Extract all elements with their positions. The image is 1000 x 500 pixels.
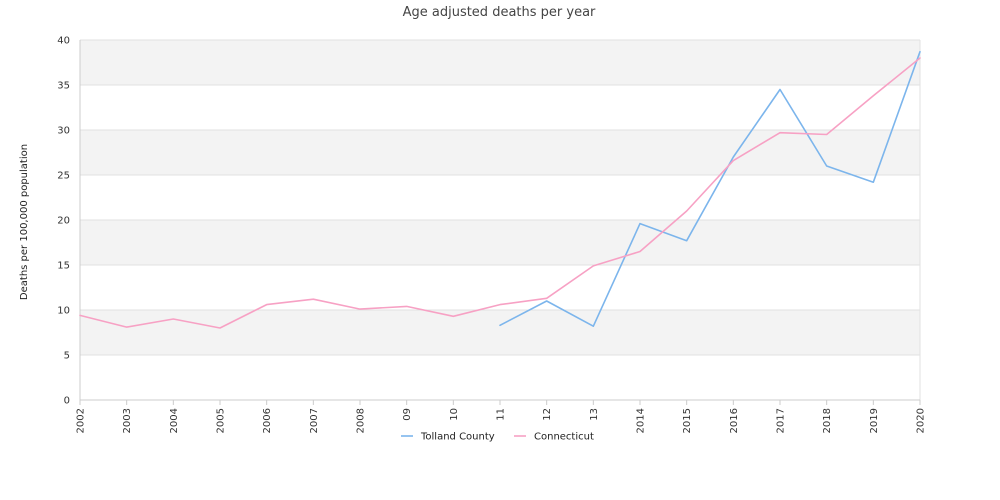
x-tick-label: 09 (402, 408, 413, 421)
series-lines (79, 50, 921, 329)
y-tick-label: 40 (57, 36, 70, 47)
grid-bands (80, 40, 920, 355)
series-line-connecticut (79, 57, 921, 329)
x-tick-label: 10 (449, 408, 460, 421)
chart-title: Age adjusted deaths per year (403, 5, 596, 20)
x-tick-label: 2017 (776, 408, 787, 433)
y-tick-label: 20 (57, 216, 70, 227)
x-tick-label: 2019 (869, 408, 880, 433)
x-tick-label: 2002 (76, 408, 87, 433)
legend: Tolland County Connecticut (401, 432, 594, 443)
x-tick-label: 13 (589, 408, 600, 421)
legend-item[interactable]: Tolland County (401, 432, 495, 443)
y-tick-label: 25 (57, 171, 70, 182)
x-tick-label: 2015 (682, 408, 693, 433)
y-axis-label: Deaths per 100,000 population (19, 144, 30, 300)
x-tick-label: 2004 (169, 408, 180, 433)
legend-label: Connecticut (534, 432, 594, 443)
series-line-tolland-county (499, 50, 921, 327)
x-tick-label: 2020 (916, 408, 927, 433)
x-tick-label: 2014 (636, 408, 647, 433)
grid-band (80, 130, 920, 175)
y-tick-label: 35 (57, 81, 70, 92)
x-tick-label: 2007 (309, 408, 320, 433)
grid-band (80, 310, 920, 355)
x-tick-label: 2016 (729, 408, 740, 433)
x-tick-label: 2018 (822, 408, 833, 433)
x-tick-label: 12 (542, 408, 553, 421)
x-tick-label: 2006 (262, 408, 273, 433)
legend-item[interactable]: Connecticut (514, 432, 594, 443)
y-tick-label: 0 (64, 396, 70, 407)
y-tick-label: 5 (64, 351, 70, 362)
x-tick-label: 2008 (356, 408, 367, 433)
grid-band (80, 40, 920, 85)
legend-label: Tolland County (420, 432, 495, 443)
y-tick-label: 15 (57, 261, 70, 272)
x-tick-label: 2005 (216, 408, 227, 433)
x-tick-label: 11 (496, 408, 507, 421)
gridlines (80, 39, 920, 401)
y-tick-labels: 0 5 10 15 20 25 30 35 40 (57, 36, 70, 407)
x-tick-label: 2003 (122, 408, 133, 433)
y-tick-label: 30 (57, 126, 70, 137)
x-tick-labels: 2002 2003 2004 2005 2006 2007 2008 09 10 11 12 13 20… (76, 400, 927, 433)
grid-band (80, 220, 920, 265)
y-tick-label: 10 (57, 306, 70, 317)
